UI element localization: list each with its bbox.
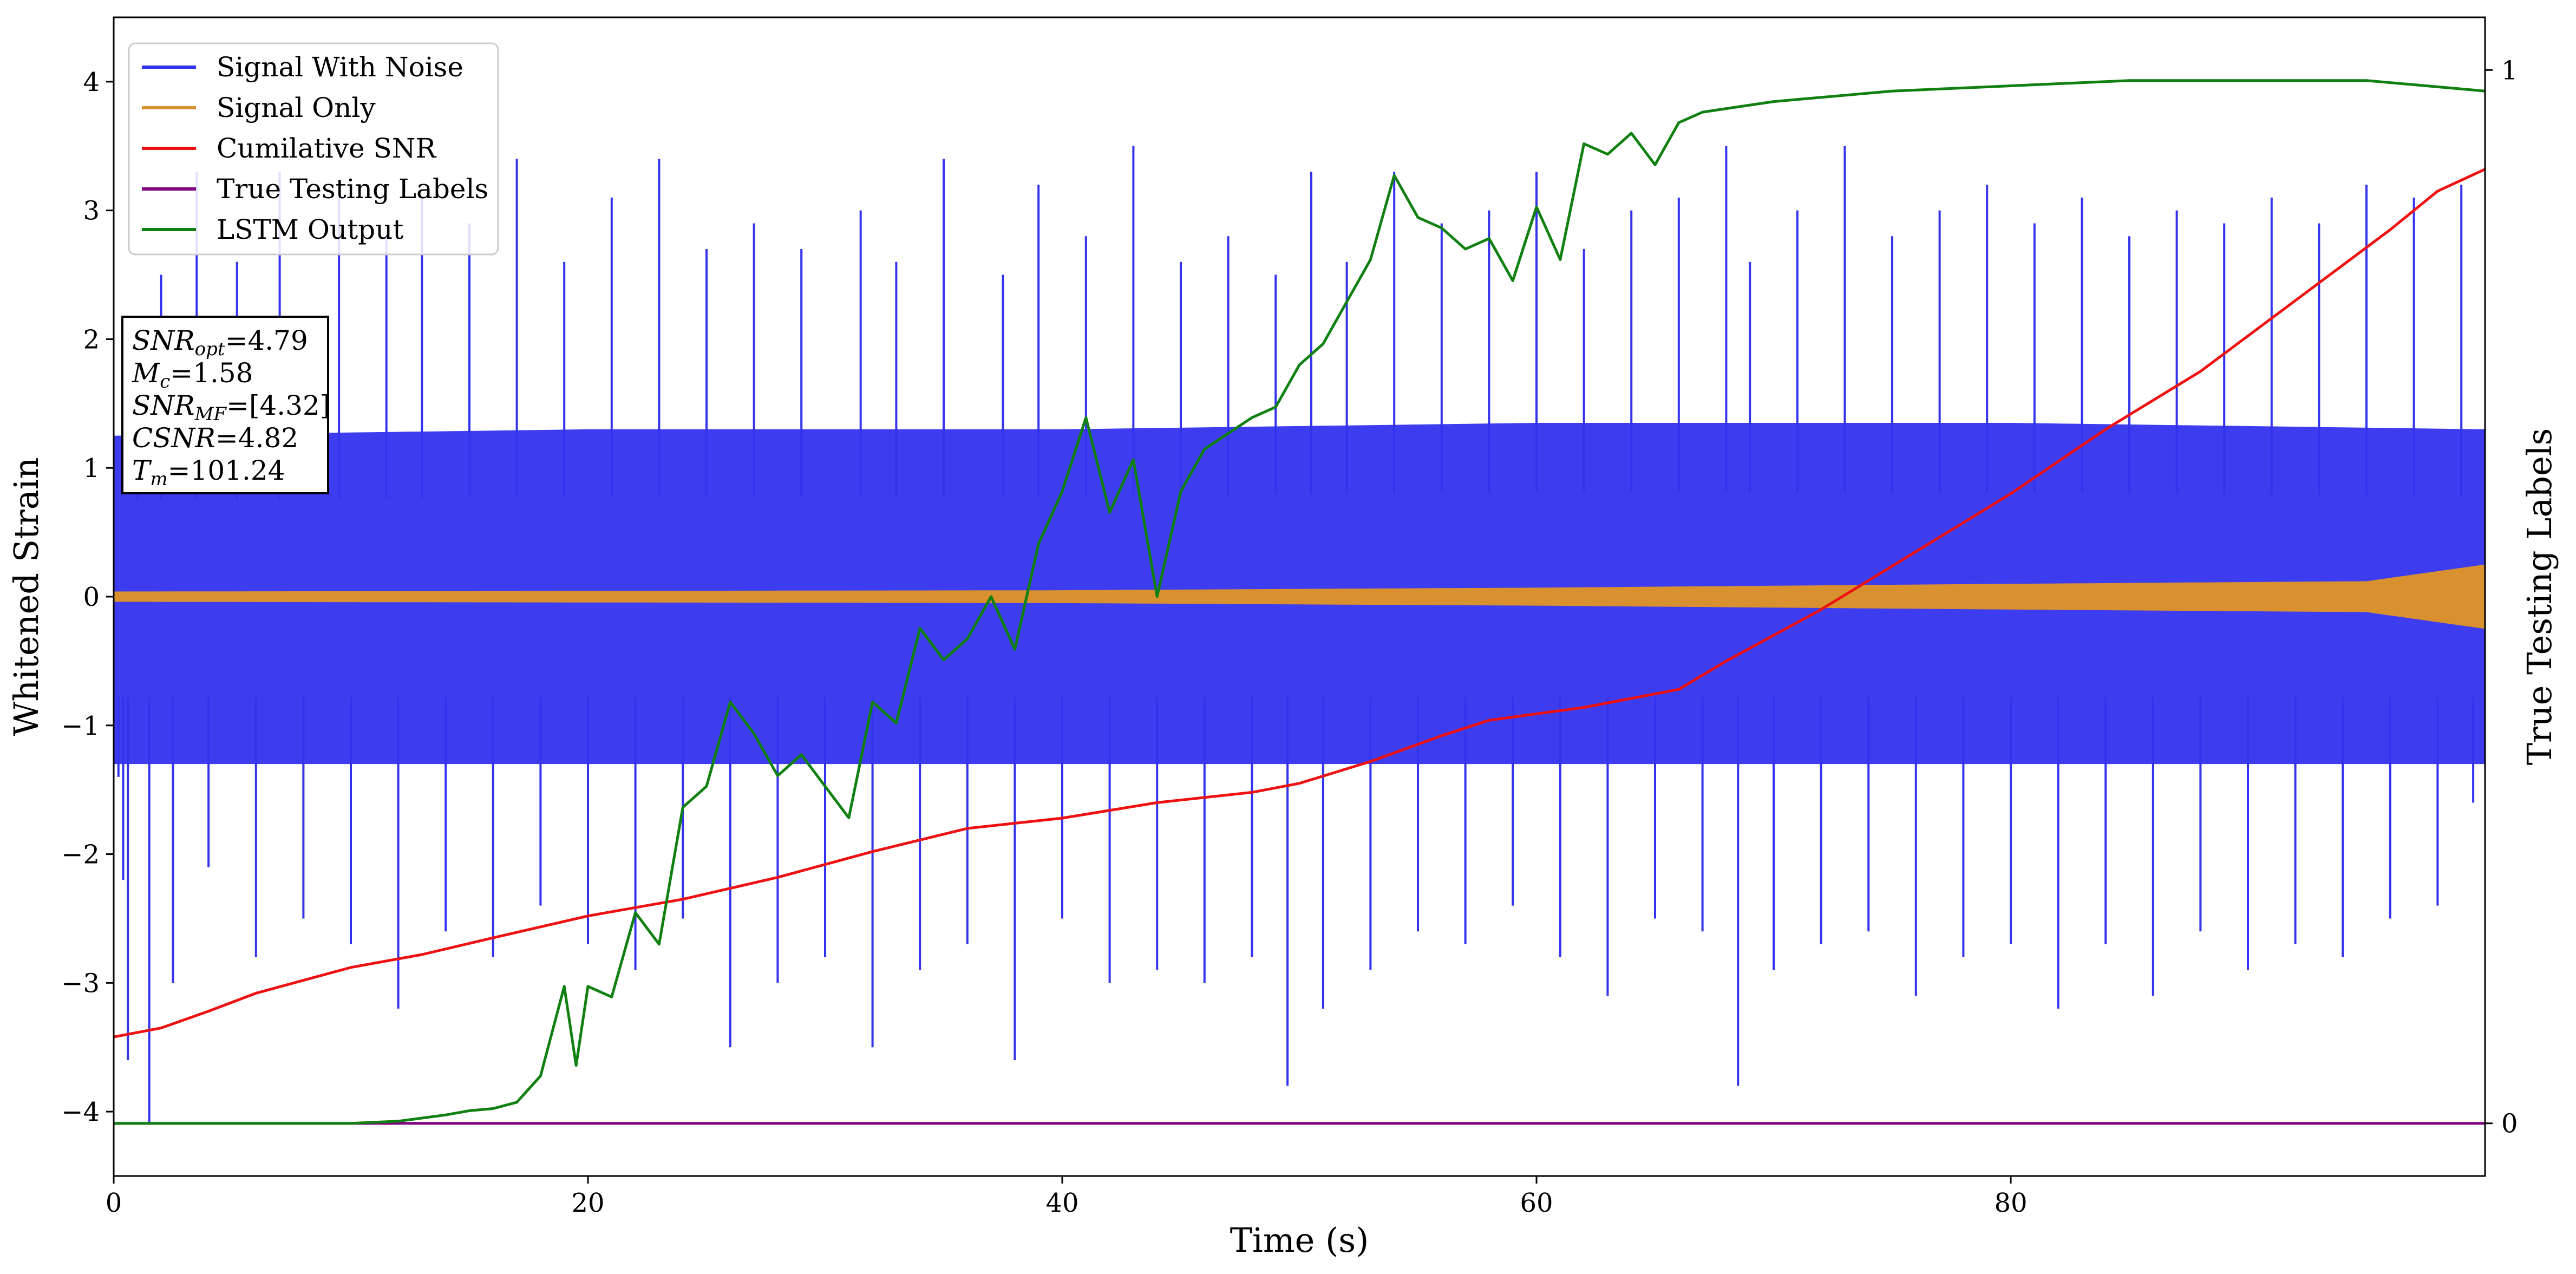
legend-label-1: Signal Only [217, 92, 376, 123]
y2-tick-label-1: 1 [2501, 55, 2518, 86]
y-tick-label-2: 2 [83, 324, 100, 355]
tm-text: Tm=101.24 [132, 455, 285, 490]
y-tick-label-3: 3 [83, 196, 100, 226]
x-axis-title: Time (s) [1230, 1220, 1369, 1260]
x-tick-label-0: 0 [106, 1188, 122, 1218]
lstm-output-line [114, 79, 2486, 1125]
series-layer [113, 79, 2486, 1125]
y-axis-ticks: −4 −3 −2 −1 0 1 2 3 4 [61, 67, 114, 1127]
legend-label-2: Cumilative SNR [217, 133, 436, 164]
legend-box [128, 42, 499, 256]
snr-mf-text: SNRMF=[4.32] [132, 390, 330, 425]
legend: Signal With Noise Signal Only Cumilative S… [128, 42, 499, 256]
csnr-text: CSNR=4.82 [132, 422, 298, 454]
x-tick-label-40: 40 [1045, 1188, 1078, 1218]
parameter-box: SNRopt=4.79 Mc=1.58 SNRMF=[4.32] CSNR=4.… [121, 316, 330, 494]
signal-only-band [114, 564, 2485, 629]
x-tick-label-20: 20 [571, 1188, 604, 1218]
y2-tick-label-0: 0 [2501, 1109, 2518, 1139]
mc-text: Mc=1.58 [132, 357, 253, 393]
y-tick-label--1: −1 [61, 711, 100, 741]
legend-label-4: LSTM Output [217, 214, 403, 245]
y2-axis-ticks: 01 [2485, 55, 2518, 1139]
y2-axis-title: True Testing Labels [2520, 428, 2559, 766]
y-tick-label--2: −2 [61, 840, 100, 870]
y-tick-label--4: −4 [61, 1097, 100, 1127]
parameter-box-frame [121, 316, 329, 494]
cumilative-snr-line [113, 168, 2486, 1038]
y-tick-label-4: 4 [83, 67, 100, 97]
x-tick-label-60: 60 [1520, 1188, 1553, 1218]
legend-label-0: Signal With Noise [217, 51, 463, 83]
legend-label-3: True Testing Labels [217, 173, 488, 205]
y-tick-label-1: 1 [83, 453, 100, 484]
x-tick-label-80: 80 [1994, 1188, 2027, 1218]
y-tick-label--3: −3 [61, 968, 100, 998]
snr-opt-text: SNRopt=4.79 [132, 325, 308, 360]
y-tick-label-0: 0 [83, 582, 100, 612]
x-axis-ticks: 0 20 40 60 80 [106, 1176, 2028, 1218]
y-axis-title: Whitened Strain [6, 458, 46, 736]
